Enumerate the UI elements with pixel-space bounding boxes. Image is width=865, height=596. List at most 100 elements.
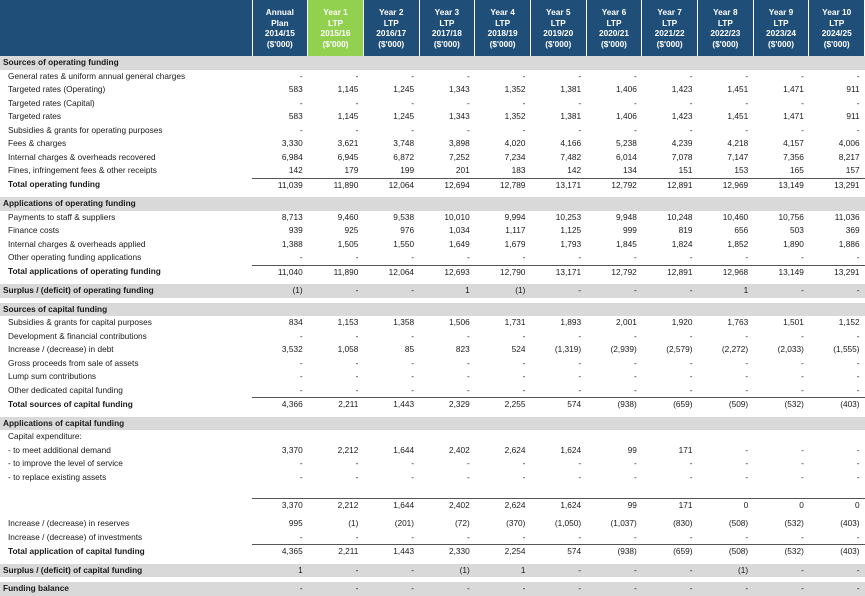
value-cell-y7: 10,248 — [667, 211, 693, 222]
value-cell-y1: - — [307, 284, 364, 298]
column-header-line: 2016/17 — [376, 28, 407, 38]
value-cell-y6: (938) — [586, 544, 642, 559]
column-header-y7: Year 7 LTP 2021/22 ($'000) — [641, 0, 698, 56]
value-cell-y1: 1,505 — [337, 238, 359, 249]
value-cell-y2: - — [411, 458, 415, 468]
value-cell-y10: 4,006 — [838, 138, 860, 148]
value-cell-y3: 1,506 — [448, 317, 470, 327]
table-row: Internal charges & overheads recovered 6,… — [0, 151, 865, 165]
table-row: Fees & charges 3,330 3,621 3,748 3,898 4,020 4… — [0, 137, 865, 151]
value-cell-y4: - — [522, 531, 526, 542]
value-cell-y7: - — [689, 330, 693, 341]
value-cell-y3: - — [466, 124, 470, 135]
value-cell-y8: 1,451 — [727, 84, 749, 94]
row-label: - to improve the level of service — [8, 458, 123, 468]
row-label: Targeted rates (Operating) — [8, 84, 106, 94]
value-cell-y5: - — [578, 124, 582, 135]
value-cell-y4: 12,790 — [474, 264, 531, 279]
value-cell-y1: 1,153 — [337, 317, 359, 327]
value-cell-y8: - — [745, 471, 749, 482]
value-cell-y3: 1,343 — [448, 111, 470, 121]
column-header-line: Annual — [265, 7, 294, 17]
value-cell-y10: 8,217 — [838, 151, 860, 162]
row-label: General rates & uniform annual general c… — [8, 70, 186, 81]
value-cell-y1: - — [355, 124, 359, 135]
column-header-y3: Year 3 LTP 2017/18 ($'000) — [419, 0, 476, 56]
column-header-line: LTP — [439, 17, 455, 28]
value-cell-y2: - — [411, 97, 415, 108]
value-cell-y8: - — [745, 357, 749, 368]
value-cell-y10: 911 — [846, 111, 860, 121]
value-cell-y4: - — [522, 252, 526, 262]
subtotal-row: 3,370 2,212 1,644 2,402 2,624 1,624 99 171 0 0 0 — [0, 497, 865, 512]
value-cell-y2: 85 — [404, 344, 415, 354]
value-cell-y6: - — [634, 471, 637, 482]
value-cell-y3: - — [419, 582, 475, 596]
value-cell-y9: - — [801, 124, 804, 135]
value-cell-y5: (1,050) — [554, 518, 582, 528]
value-cell-y9: - — [801, 371, 804, 381]
value-cell-y2: - — [411, 371, 415, 381]
value-cell-y2: 1,644 — [363, 497, 420, 512]
value-cell-y2: (201) — [394, 518, 415, 528]
value-cell-y8: 1 — [697, 284, 754, 298]
value-cell-y7: - — [689, 124, 693, 135]
value-cell-y2: - — [363, 563, 420, 577]
column-header-line: Year 7 — [657, 7, 682, 17]
value-cell-y3: (1) — [419, 563, 475, 577]
value-cell-y4: - — [522, 384, 526, 395]
column-header-y1: Year 1 LTP 2015/16 ($'000) — [307, 0, 364, 56]
surplus-row: Surplus / (deficit) of capital funding 1-… — [0, 563, 865, 577]
column-header-line: ($'000) — [266, 38, 293, 49]
column-header-line: ($'000) — [823, 38, 850, 49]
column-header-line: 2022/23 — [710, 28, 741, 38]
value-cell-y2: 12,064 — [363, 264, 420, 279]
column-header-line: ($'000) — [378, 38, 405, 49]
column-header-line: Year 1 — [323, 7, 348, 17]
value-cell-y10: - — [808, 284, 865, 298]
value-cell-y1: 925 — [344, 225, 359, 235]
value-cell-y4: 2,624 — [474, 497, 531, 512]
value-cell-y1: 11,890 — [307, 177, 364, 192]
value-cell-y10: - — [856, 330, 860, 341]
row-label: Increase / (decrease) in debt — [8, 344, 114, 354]
row-label: Targeted rates — [8, 111, 62, 121]
value-cell-y3: - — [466, 384, 470, 395]
value-cell-annual: 3,330 — [281, 138, 303, 148]
value-cell-y6: - — [634, 330, 637, 341]
value-cell-annual: - — [299, 70, 303, 81]
column-header-line: Year 4 — [490, 7, 515, 17]
value-cell-y6: - — [634, 384, 637, 395]
column-header-line: LTP — [606, 17, 622, 28]
value-cell-y4: - — [522, 330, 526, 341]
value-cell-y3: 1 — [419, 284, 475, 298]
value-cell-y1: 2,212 — [337, 444, 359, 455]
value-cell-annual: (1) — [252, 284, 308, 298]
value-cell-y9: - — [801, 444, 804, 455]
column-header-line: 2018/19 — [487, 28, 518, 38]
value-cell-y8: - — [745, 252, 749, 262]
value-cell-y10: 0 — [808, 497, 865, 512]
value-cell-y2: 1,443 — [363, 397, 420, 412]
table-row: Finance costs 939 925 976 1,034 1,117 1,125 999… — [0, 224, 865, 238]
value-cell-annual: 11,040 — [252, 264, 308, 279]
value-cell-y8: 12,969 — [697, 177, 754, 192]
section-header-row: Applications of operating funding — [0, 197, 865, 211]
value-cell-annual: 583 — [288, 84, 303, 94]
value-cell-y3: - — [466, 458, 470, 468]
value-cell-y5: - — [578, 371, 582, 381]
value-cell-y7: (659) — [641, 397, 698, 412]
value-cell-y5: - — [578, 471, 582, 482]
value-cell-y10: 1,152 — [838, 317, 860, 327]
column-header-y6: Year 6 LTP 2020/21 ($'000) — [586, 0, 643, 56]
value-cell-y1: - — [355, 252, 359, 262]
value-cell-y5: - — [578, 357, 582, 368]
column-header-y2: Year 2 LTP 2016/17 ($'000) — [363, 0, 420, 56]
value-cell-annual: - — [299, 357, 303, 368]
value-cell-y9: 13,149 — [753, 264, 809, 279]
value-cell-y4: 4,020 — [504, 138, 526, 148]
value-cell-annual: 6,984 — [281, 151, 303, 162]
value-cell-y2: - — [411, 70, 415, 81]
value-cell-y4 — [475, 430, 531, 444]
value-cell-y6: 5,238 — [616, 138, 637, 148]
